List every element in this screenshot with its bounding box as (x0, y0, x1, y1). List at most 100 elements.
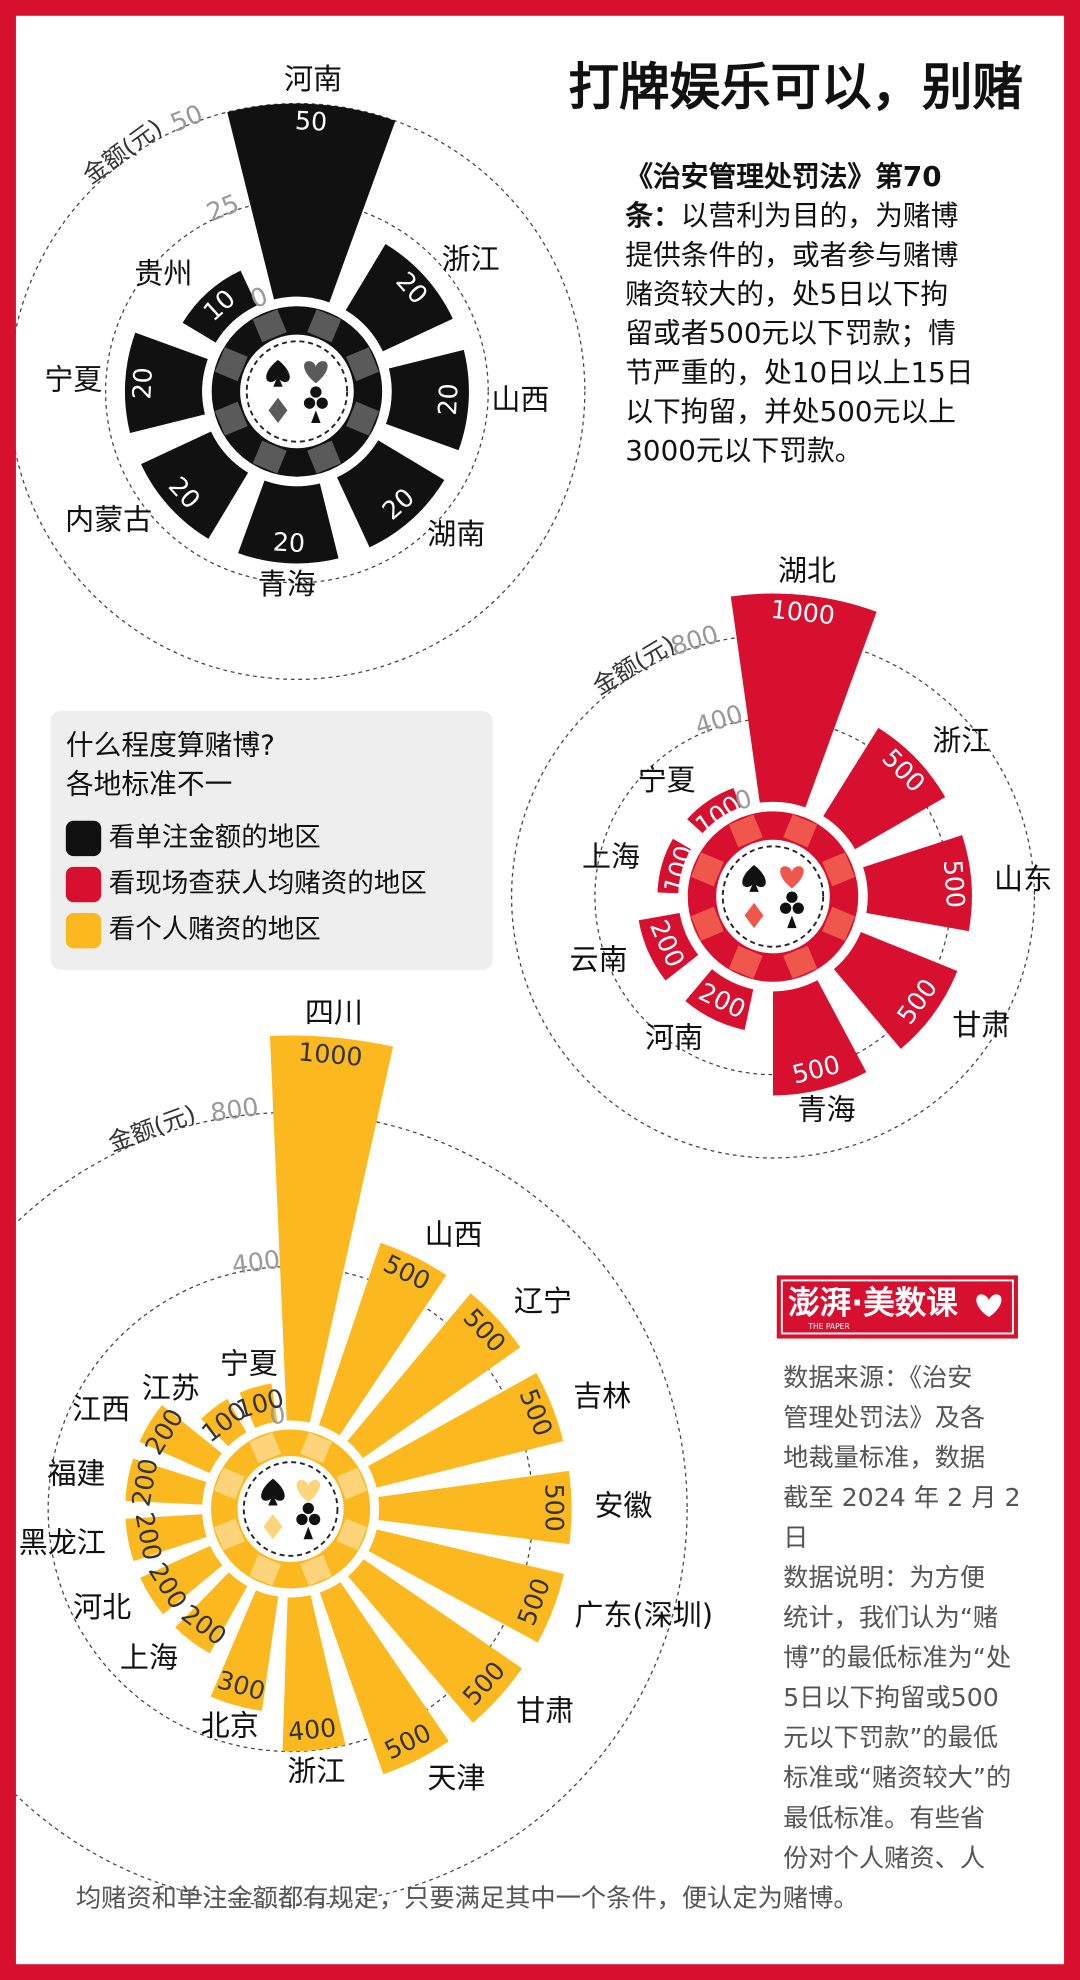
bar (125, 1458, 207, 1505)
bar (124, 332, 208, 434)
law-heading: 《治安管理处罚法》第70 (625, 160, 941, 193)
bar (210, 1590, 279, 1711)
grid-circle (510, 634, 1035, 1159)
bar (269, 1035, 394, 1423)
bar (140, 1545, 223, 1615)
value-label: 50 (294, 106, 328, 137)
note-line: 地裁量标准，数据 (783, 1443, 985, 1472)
category-label: 江苏 (142, 1371, 200, 1405)
law-body: 以营利为目的，为赌博 (681, 199, 959, 232)
note-line: 份对个人赌资、人 (783, 1843, 985, 1872)
chip-notch (307, 309, 342, 343)
category-label: 上海 (120, 1641, 178, 1675)
chip-dash (242, 1461, 339, 1557)
chip-notch (783, 814, 818, 848)
bar (347, 1559, 522, 1723)
suit-club (303, 386, 328, 424)
suit-spade (742, 864, 766, 892)
law-line: 《治安管理处罚法》第70 (625, 160, 941, 193)
category-label: 甘肃 (952, 1008, 1010, 1042)
note-line: 数据来源：《治安 (783, 1363, 972, 1392)
bar (687, 787, 741, 834)
bar (368, 1529, 564, 1643)
value-label: 500 (938, 859, 970, 909)
category-label: 北京 (201, 1708, 259, 1742)
suit-spade (261, 1478, 285, 1506)
category-label: 宁夏 (638, 763, 696, 797)
note-line: 标准或“赌资较大”的 (783, 1763, 1011, 1792)
chip-notch (346, 401, 379, 436)
legend-swatch (65, 820, 102, 857)
legend-box (50, 710, 493, 970)
category-label: 河南 (284, 62, 342, 96)
bar (638, 913, 699, 981)
legend-title: 什么程度算赌博? (66, 728, 275, 761)
chip-dash (245, 340, 349, 443)
grid-circle (0, 1111, 688, 1907)
note-line: 截至 2024 年 2 月 2 (783, 1483, 1021, 1512)
category-label: 贵州 (134, 256, 192, 290)
chip-notch (214, 347, 248, 382)
note-line: 博”的最低标准为“处 (783, 1643, 1011, 1672)
title: 打牌娱乐可以，别赌 (569, 57, 1024, 116)
note-line: 5日以下拘留或500 (783, 1683, 999, 1712)
chip-notch (249, 1432, 282, 1464)
category-label: 宁夏 (44, 362, 102, 396)
category-label: 安徽 (594, 1488, 652, 1522)
bar (378, 1470, 572, 1545)
category-label: 浙江 (287, 1754, 345, 1788)
suit-diamond (263, 1514, 283, 1540)
law-heading: 条： (625, 199, 681, 232)
bar (347, 1293, 521, 1459)
note-line: 最低标准。有些省 (783, 1803, 985, 1832)
legend-swatch (65, 866, 102, 903)
category-label: 山东 (994, 862, 1052, 896)
legend-swatch (65, 912, 102, 949)
suit-diamond (268, 397, 288, 424)
chip-notch (822, 852, 856, 887)
category-label: 湖南 (427, 517, 485, 551)
chip-notch (728, 945, 763, 979)
value-label: 500 (540, 1483, 569, 1531)
value-label: 1000 (769, 595, 836, 631)
note-line: 统计，我们认为“赌 (783, 1603, 998, 1632)
chip-center (240, 334, 354, 449)
law-line: 条：以营利为目的，为赌博 (625, 199, 958, 232)
category-label: 内蒙古 (65, 503, 152, 537)
category-label: 甘肃 (516, 1693, 574, 1727)
note-line: 管理处罚法》及各 (783, 1403, 985, 1432)
bar (125, 1514, 207, 1562)
bar (239, 1383, 278, 1429)
chip-notch (690, 906, 724, 941)
category-label: 黑龙江 (19, 1526, 106, 1560)
bar (238, 480, 339, 564)
suit-heart (780, 866, 804, 889)
bar (345, 244, 453, 352)
note-line: 日 (783, 1523, 808, 1552)
bar (833, 932, 958, 1049)
logo-border (780, 1279, 1014, 1335)
logo-sub: THE PAPER (807, 1322, 850, 1331)
suit-spade (266, 359, 290, 387)
law-line: 留或者500元以下罚款；情 (625, 317, 956, 350)
chip-notch (336, 1467, 368, 1500)
legend-title: 各地标准不一 (66, 767, 233, 800)
suit-heart (304, 361, 328, 384)
law-text: 《治安管理处罚法》第70 条：以营利为目的，为赌博 提供条件的，或者参与赌博 赌… (625, 160, 973, 467)
bar (318, 1242, 447, 1436)
category-label: 河南 (645, 1021, 703, 1055)
chip-notch (214, 401, 248, 436)
bar (182, 270, 257, 343)
bar (685, 969, 754, 1030)
law-line: 赌资较大的，处5日以下拘 (625, 277, 948, 310)
category-label: 云南 (570, 942, 628, 976)
r-tick-label: 0 (731, 784, 755, 816)
note-line: 元以下罚款”的最低 (783, 1723, 998, 1752)
chip-notch (336, 1518, 368, 1551)
value-label: 20 (127, 367, 158, 401)
category-label: 青海 (798, 1093, 856, 1127)
value-label: 400 (287, 1713, 338, 1747)
